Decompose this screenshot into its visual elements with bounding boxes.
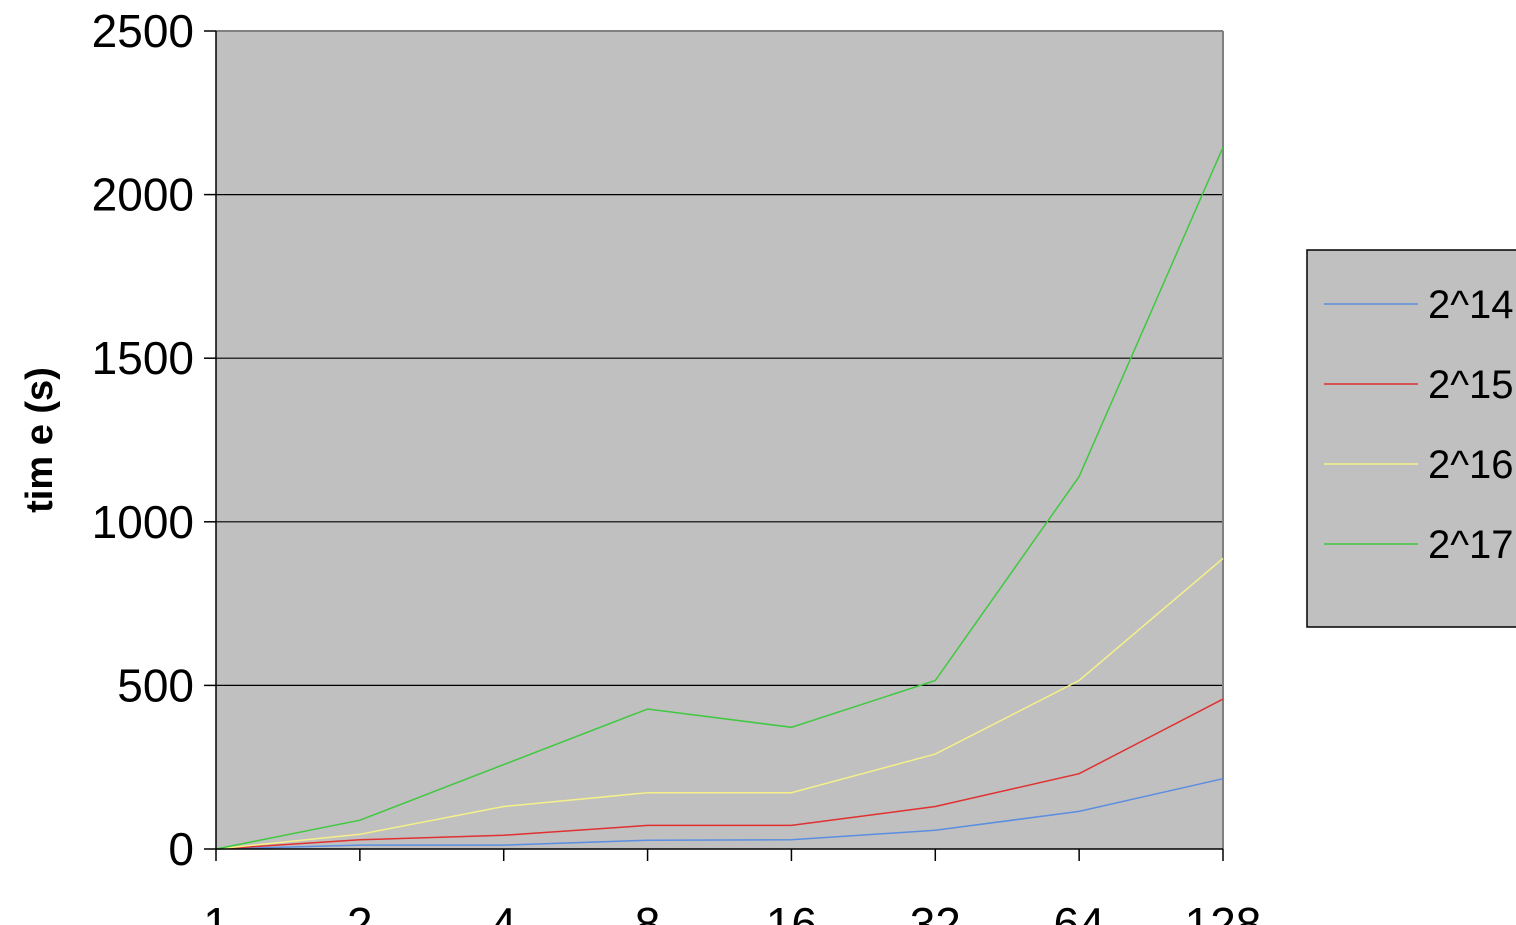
y-tick-label: 2000: [92, 169, 194, 221]
series-line-2^15: [215, 698, 1224, 850]
legend-label: 2^14: [1428, 283, 1514, 327]
series-line-2^16: [215, 557, 1224, 850]
legend: 2^14 2^15 2^16 2^17: [1306, 249, 1516, 628]
gridlines: [216, 194, 1223, 687]
legend-label: 2^16: [1428, 443, 1514, 487]
x-tick-label: 1: [203, 898, 229, 925]
legend-label: 2^15: [1428, 363, 1514, 407]
x-tick-label: 2: [347, 898, 373, 925]
y-tick-label: 1000: [92, 496, 194, 548]
y-tick-label: 0: [168, 823, 194, 875]
plot-area: [216, 31, 1223, 849]
x-tick-label: 128: [1185, 898, 1262, 925]
y-axis-label: tim e (s): [19, 367, 61, 513]
legend-items: 2^14 2^15 2^16 2^17: [1324, 283, 1514, 567]
series-line-2^17: [215, 146, 1224, 850]
y-tick-label: 500: [117, 659, 194, 711]
y-tick-label: 1500: [92, 332, 194, 384]
x-tick-label: 16: [766, 898, 817, 925]
series-line-2^14: [215, 777, 1224, 850]
series-lines: [215, 146, 1224, 850]
x-tick-label: 8: [635, 898, 661, 925]
legend-label: 2^17: [1428, 523, 1514, 567]
x-tick-label: 32: [910, 898, 961, 925]
y-ticks: 0 500 1000 1500 2000 2500: [92, 5, 216, 875]
y-tick-label: 2500: [92, 5, 194, 57]
legend-box: [1306, 249, 1516, 628]
x-tick-label: 64: [1054, 898, 1105, 925]
x-tick-label: 4: [491, 898, 517, 925]
x-ticks: 1 2 4 8 16 32 64 128: [203, 849, 1261, 925]
